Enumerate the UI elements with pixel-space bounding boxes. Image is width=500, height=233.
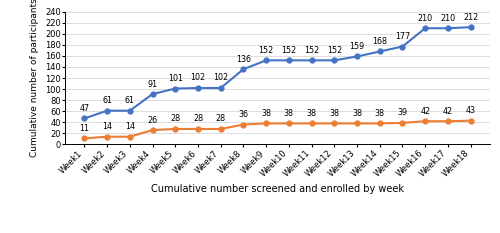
X-axis label: Cumulative number screened and enrolled by week: Cumulative number screened and enrolled … [151, 184, 404, 194]
Text: 101: 101 [168, 74, 182, 83]
Cumulatively screened Screening [422, 27, 428, 30]
Cumulatively screened Screening [377, 50, 383, 53]
Cumulatively screened Screening [445, 27, 451, 30]
Text: 26: 26 [148, 116, 158, 124]
Cumulatively enroled [195, 128, 201, 130]
Text: 152: 152 [304, 46, 319, 55]
Line: Cumulatively enroled: Cumulatively enroled [82, 118, 473, 141]
Text: 91: 91 [148, 79, 158, 89]
Text: 38: 38 [330, 109, 340, 118]
Text: 102: 102 [213, 73, 228, 82]
Cumulatively enroled [127, 135, 133, 138]
Cumulatively enroled [445, 120, 451, 123]
Text: 177: 177 [395, 32, 410, 41]
Text: 28: 28 [170, 114, 180, 123]
Text: 152: 152 [258, 46, 274, 55]
Cumulatively enroled [286, 122, 292, 125]
Cumulatively enroled [150, 129, 156, 131]
Text: 11: 11 [80, 124, 90, 133]
Text: 14: 14 [102, 122, 112, 131]
Text: 212: 212 [463, 13, 478, 22]
Text: 102: 102 [190, 73, 206, 82]
Cumulatively screened Screening [286, 59, 292, 62]
Text: 38: 38 [306, 109, 316, 118]
Cumulatively screened Screening [218, 87, 224, 89]
Cumulatively screened Screening [308, 59, 314, 62]
Text: 210: 210 [418, 14, 433, 23]
Text: 28: 28 [193, 114, 203, 123]
Cumulatively enroled [354, 122, 360, 125]
Cumulatively enroled [468, 119, 473, 122]
Cumulatively screened Screening [104, 109, 110, 112]
Cumulatively enroled [104, 135, 110, 138]
Cumulatively enroled [332, 122, 338, 125]
Cumulatively screened Screening [263, 59, 269, 62]
Cumulatively enroled [240, 123, 246, 126]
Text: 47: 47 [80, 104, 90, 113]
Text: 61: 61 [125, 96, 135, 105]
Cumulatively screened Screening [127, 109, 133, 112]
Text: 36: 36 [238, 110, 248, 119]
Line: Cumulatively screened Screening: Cumulatively screened Screening [82, 25, 473, 121]
Cumulatively screened Screening [172, 87, 178, 90]
Cumulatively enroled [377, 122, 383, 125]
Text: 159: 159 [350, 42, 364, 51]
Text: 14: 14 [125, 122, 135, 131]
Cumulatively enroled [218, 128, 224, 130]
Text: 42: 42 [443, 107, 453, 116]
Cumulatively screened Screening [195, 87, 201, 89]
Text: 61: 61 [102, 96, 112, 105]
Text: 38: 38 [375, 109, 385, 118]
Text: 28: 28 [216, 114, 226, 123]
Cumulatively enroled [263, 122, 269, 125]
Cumulatively enroled [422, 120, 428, 123]
Text: 136: 136 [236, 55, 251, 64]
Text: 42: 42 [420, 107, 430, 116]
Cumulatively screened Screening [468, 26, 473, 28]
Text: 152: 152 [281, 46, 296, 55]
Cumulatively enroled [82, 137, 87, 140]
Cumulatively screened Screening [400, 45, 406, 48]
Cumulatively screened Screening [332, 59, 338, 62]
Text: 38: 38 [284, 109, 294, 118]
Cumulatively screened Screening [82, 117, 87, 120]
Cumulatively screened Screening [240, 68, 246, 71]
Cumulatively enroled [308, 122, 314, 125]
Text: 210: 210 [440, 14, 456, 23]
Text: 38: 38 [261, 109, 271, 118]
Cumulatively screened Screening [150, 93, 156, 96]
Y-axis label: Cumulative number of participants: Cumulative number of participants [30, 0, 40, 158]
Text: 39: 39 [398, 108, 407, 117]
Text: 43: 43 [466, 106, 475, 115]
Cumulatively enroled [172, 128, 178, 130]
Cumulatively enroled [400, 121, 406, 124]
Text: 38: 38 [352, 109, 362, 118]
Text: 168: 168 [372, 37, 388, 46]
Cumulatively screened Screening [354, 55, 360, 58]
Text: 152: 152 [326, 46, 342, 55]
